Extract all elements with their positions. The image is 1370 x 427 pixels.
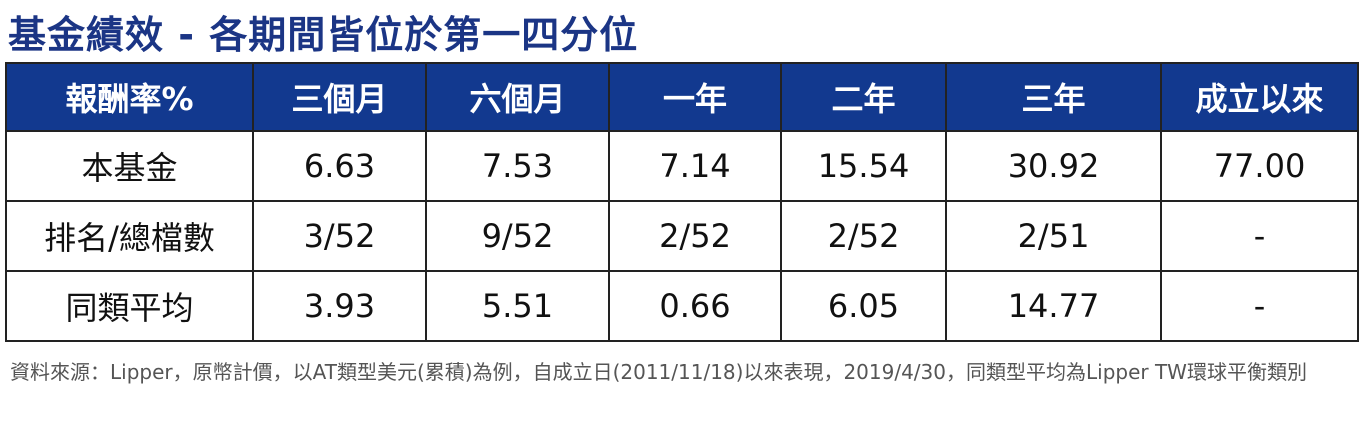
table-cell: 0.66	[608, 270, 782, 342]
column-header: 三年	[945, 62, 1162, 132]
table-cell: 9/52	[425, 200, 610, 272]
table-cell: 2/52	[780, 200, 947, 272]
table-cell: -	[1160, 200, 1359, 272]
table-row: 同類平均 3.93 5.51 0.66 6.05 14.77-	[5, 270, 1359, 342]
column-header: 六個月	[425, 62, 610, 132]
table-cell: 5.51	[425, 270, 610, 342]
column-header: 三個月	[252, 62, 427, 132]
table-cell: 15.54	[780, 130, 947, 202]
footnote: 資料來源：Lipper，原幣計價，以AT類型美元(累積)為例，自成立日(2011…	[10, 360, 1307, 384]
table-row: 本基金 6.63 7.53 7.14 15.54 30.92 77.00	[5, 130, 1359, 202]
table-row: 排名/總檔數 3/52 9/52 2/52 2/52 2/51-	[5, 200, 1359, 272]
table-body: 本基金 6.63 7.53 7.14 15.54 30.92 77.00 排名/總檔數 3/52…	[5, 130, 1359, 342]
table-cell: 7.14	[608, 130, 782, 202]
row-header: 同類平均	[5, 270, 254, 342]
column-header: 一年	[608, 62, 782, 132]
row-header: 本基金	[5, 130, 254, 202]
column-header: 報酬率%	[5, 62, 254, 132]
table-cell: 30.92	[945, 130, 1162, 202]
table-cell: 6.63	[252, 130, 427, 202]
performance-table: 報酬率% 三個月 六個月 一年 二年 三年 成立以來 本基金 6.63 7.53 7.14 15.5…	[5, 62, 1359, 342]
table-cell: 2/51	[945, 200, 1162, 272]
table-cell: 77.00	[1160, 130, 1359, 202]
table-cell: 7.53	[425, 130, 610, 202]
table-cell: 3.93	[252, 270, 427, 342]
header-row: 報酬率% 三個月 六個月 一年 二年 三年 成立以來	[5, 62, 1359, 132]
table-cell: 14.77	[945, 270, 1162, 342]
row-header: 排名/總檔數	[5, 200, 254, 272]
table-cell: 3/52	[252, 200, 427, 272]
table-cell: 6.05	[780, 270, 947, 342]
title: 基金績效 - 各期間皆位於第一四分位	[8, 13, 639, 57]
table-cell: -	[1160, 270, 1359, 342]
table-cell: 2/52	[608, 200, 782, 272]
column-header: 二年	[780, 62, 947, 132]
column-header: 成立以來	[1160, 62, 1359, 132]
